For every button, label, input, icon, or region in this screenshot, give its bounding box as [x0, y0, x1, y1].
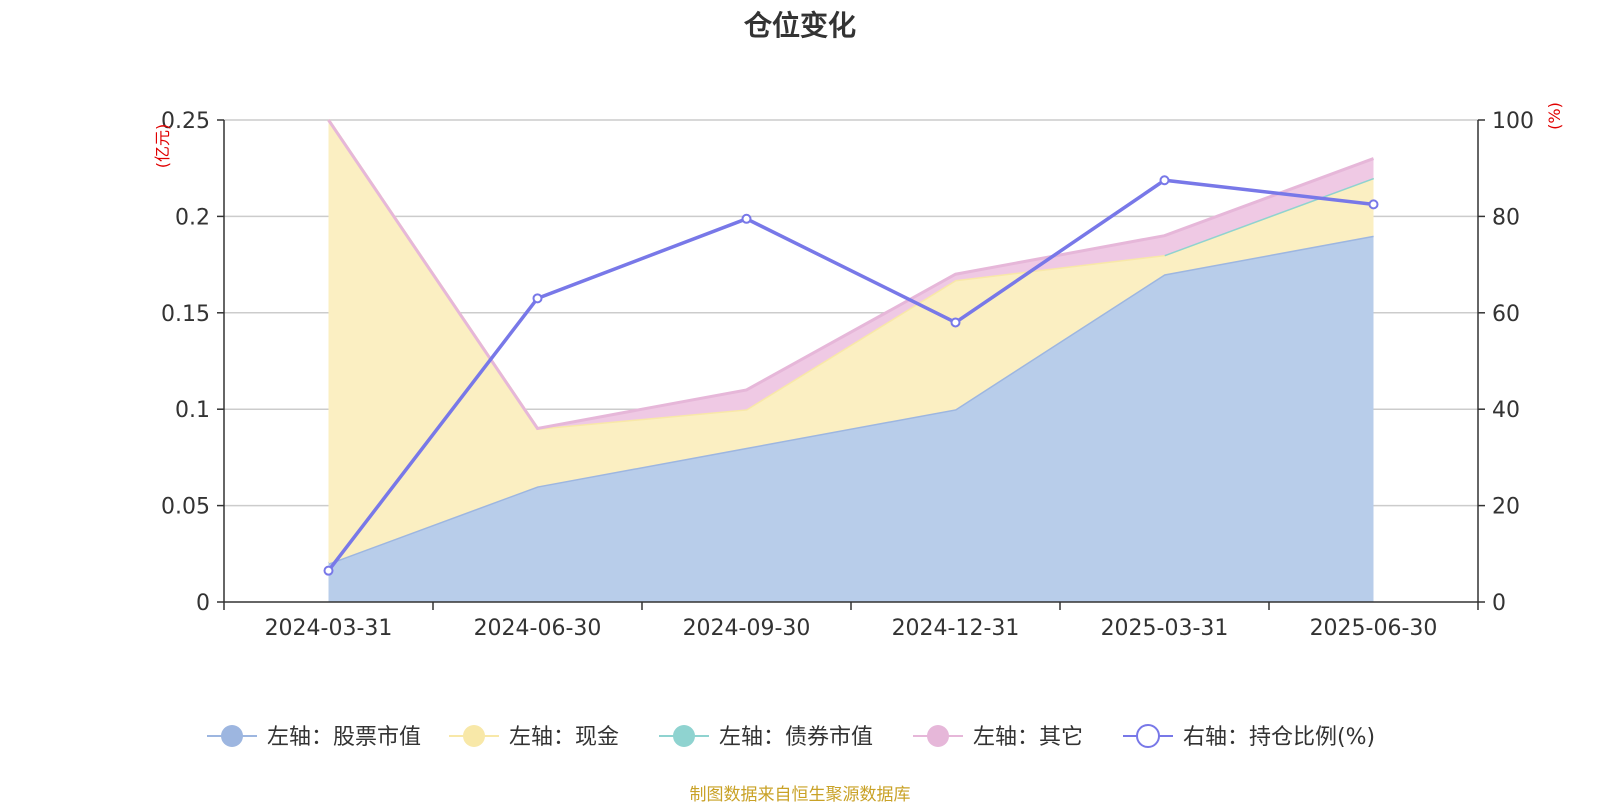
stacked-areas: [327, 119, 1375, 602]
left-tick-label: 0.1: [175, 398, 210, 423]
legend-item: 左轴：其它: [913, 725, 1083, 750]
axes: 0 0.05 0.1 0.15 0.2 0.25 0 20 40 60 80 100 2024-03-3…: [161, 109, 1534, 641]
x-tick-label: 2024-06-30: [474, 616, 602, 641]
ratio-point: [323, 565, 334, 576]
ratio-line-series: [323, 175, 1379, 576]
ratio-point: [1159, 175, 1170, 186]
x-tick-label: 2025-03-31: [1101, 616, 1229, 641]
legend-marker: [927, 725, 949, 747]
right-tick-label: 0: [1492, 591, 1506, 616]
area-1: [328, 120, 1374, 564]
right-tick-label: 20: [1492, 495, 1520, 520]
x-tick-label: 2024-12-31: [892, 616, 1020, 641]
legend-label: 左轴：股票市值: [267, 725, 421, 750]
legend-marker: [673, 725, 695, 747]
legend-label: 左轴：现金: [509, 725, 619, 750]
area-0: [328, 235, 1374, 602]
legend-label: 右轴：持仓比例(%): [1183, 725, 1375, 750]
source-note: 制图数据来自恒生聚源数据库: [689, 785, 911, 805]
x-tick-label: 2024-09-30: [683, 616, 811, 641]
ratio-point: [532, 293, 543, 304]
left-tick-label: 0: [196, 591, 210, 616]
legend-item: 右轴：持仓比例(%): [1123, 724, 1375, 750]
legend-item: 左轴：现金: [449, 725, 619, 750]
right-tick-label: 40: [1492, 398, 1520, 423]
legend-marker: [1136, 724, 1160, 748]
right-tick-label: 100: [1492, 109, 1534, 134]
legend: 左轴：股票市值 左轴：现金 左轴：债券市值 左轴：其它 右轴：持仓比例(%): [207, 724, 1375, 750]
ratio-point: [950, 317, 961, 328]
left-tick-label: 0.25: [161, 109, 210, 134]
right-tick-label: 60: [1492, 302, 1520, 327]
legend-marker: [221, 725, 243, 747]
legend-label: 左轴：其它: [973, 725, 1083, 750]
ratio-point: [741, 213, 752, 224]
x-tick-label: 2024-03-31: [265, 616, 393, 641]
legend-marker: [463, 725, 485, 747]
x-tick-label: 2025-06-30: [1310, 616, 1438, 641]
left-tick-label: 0.2: [175, 205, 210, 230]
area-line-3: [327, 119, 1375, 431]
legend-item: 左轴：债券市值: [659, 725, 873, 750]
left-tick-label: 0.15: [161, 302, 210, 327]
right-axis-unit: (%): [1545, 102, 1564, 130]
right-tick-label: 80: [1492, 205, 1520, 230]
left-axis-unit: (亿元): [153, 124, 172, 169]
ratio-point: [1368, 199, 1379, 210]
chart-title: 仓位变化: [743, 9, 856, 42]
legend-label: 左轴：债券市值: [719, 725, 873, 750]
ratio-line: [327, 178, 1374, 572]
legend-item: 左轴：股票市值: [207, 725, 421, 750]
left-tick-label: 0.05: [161, 495, 210, 520]
